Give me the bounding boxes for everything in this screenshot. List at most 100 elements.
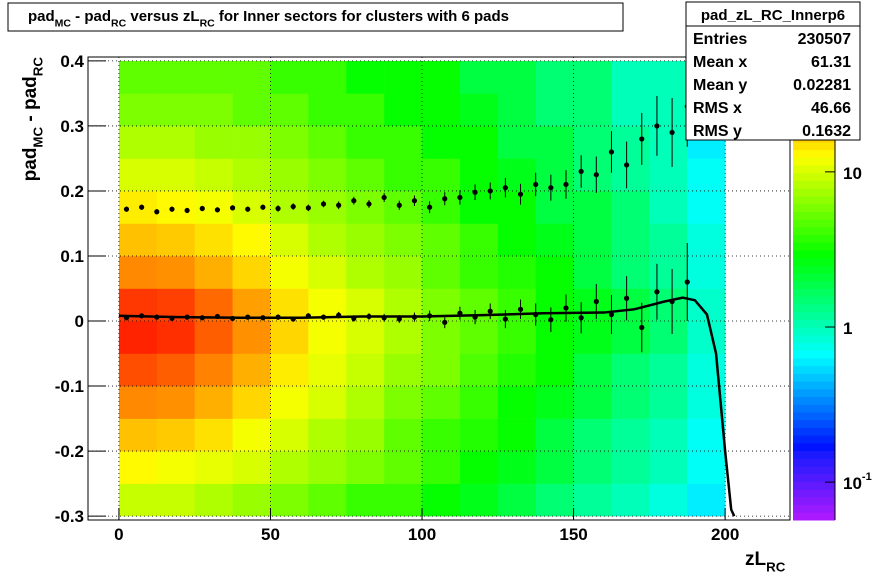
profile-point [305,205,311,211]
heat-cell [270,451,309,484]
heat-cell [687,190,726,224]
heat-cell [573,158,612,192]
palette-band [793,265,835,274]
palette-band [793,357,835,367]
profile-point [502,185,508,191]
heat-cell [346,93,385,127]
heat-cell [497,93,536,127]
heat-cell [384,386,423,419]
heat-cell [194,255,233,289]
profile-point [563,181,569,188]
palette-band [793,172,835,181]
heat-cell [194,353,233,387]
heat-cell [687,223,726,257]
heat-cell [308,223,347,257]
heat-cell [573,353,612,387]
heat-cell [573,386,612,419]
profile-point [320,314,327,320]
heat-cell [611,255,650,289]
profile-point [351,315,357,322]
heat-cell [384,353,423,387]
heat-cell [156,223,195,257]
palette-band [793,489,835,498]
palette-band [793,157,835,166]
y-axis-label-part: pad [20,148,41,182]
stats-value: 0.1632 [802,123,851,140]
heat-cell [497,255,536,289]
palette-band [793,373,835,382]
profile-point [411,198,418,204]
profile-point [245,206,251,212]
profile-point [457,194,463,201]
x-tick-label: 0 [114,525,123,544]
palette-band [793,350,835,359]
y-axis-label-subscript: RC [31,57,46,77]
heat-cell [422,125,461,159]
heat-cell [535,386,574,419]
stats-label: Entries [693,31,747,48]
heat-cell [535,158,574,192]
heat-cell [649,386,688,419]
profile-point [305,313,311,319]
heat-cell [118,353,158,387]
palette-band [793,465,835,475]
heat-cell [118,483,158,517]
palette-band [793,334,835,344]
profile-point [396,202,402,208]
profile-point [639,324,645,331]
palette-band [793,396,835,405]
profile-point [427,204,433,210]
palette-band [793,365,835,374]
heat-cell [459,158,499,192]
heat-cell [535,288,574,322]
heat-cell [535,255,574,289]
plot-frame [87,56,791,521]
palette-band [793,188,835,197]
z-tick-exponent: -1 [862,471,872,483]
z-tick-label: 10-1 [843,471,872,493]
y-tick-label: 0 [75,312,84,331]
y-tick-label: 0.3 [60,117,84,136]
profile-point [229,205,236,211]
heat-cell [611,288,650,322]
heat-cell [422,223,461,257]
palette-band [793,296,835,305]
heat-cell [194,451,233,484]
heat-cell [156,386,195,419]
heat-cell [346,353,385,387]
profile-point [548,185,554,191]
heat-cell [573,255,612,289]
profile-point [654,123,660,129]
stats-label: RMS x [693,100,742,117]
heat-cell [649,125,688,159]
heat-cell [346,418,385,452]
y-axis-label: padMC - padRC [20,57,46,182]
profile-point [411,314,418,320]
heat-cell [346,223,385,257]
y-axis-label-subscript: MC [31,127,46,148]
heat-cell [232,125,271,159]
heat-cell [573,125,612,159]
heat-cell [611,418,650,452]
heat-cell [118,418,158,452]
chart-title-part: - pad [71,8,111,25]
heat-cell [611,60,650,94]
heat-cell [422,386,461,419]
heat-cell [459,483,499,517]
profile-point [381,315,387,321]
profile-point [154,314,160,320]
heat-cell [308,60,347,94]
heat-cell [649,158,688,192]
heat-cell [687,483,726,517]
heat-cell [156,321,195,354]
chart-title: padMC - padRC versus zLRC for Inner sect… [28,8,509,29]
profile-point [139,313,145,319]
palette-band [793,458,835,467]
profile-point [184,314,190,320]
y-tick-label: -0.2 [55,442,84,461]
heat-cell [346,255,385,289]
profile-point [502,316,508,322]
stats-label: RMS y [693,123,742,140]
profile-point [684,279,690,285]
heat-cell [270,483,309,517]
